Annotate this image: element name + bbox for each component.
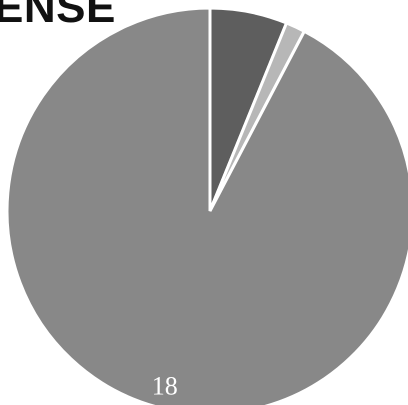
pie-slices: [5, 6, 408, 405]
pie-slice-3-label: 18: [152, 372, 178, 401]
chart-title: ENSE: [0, 0, 116, 32]
pie-slice-3: [5, 6, 408, 405]
pie-labels: 18: [152, 372, 178, 401]
